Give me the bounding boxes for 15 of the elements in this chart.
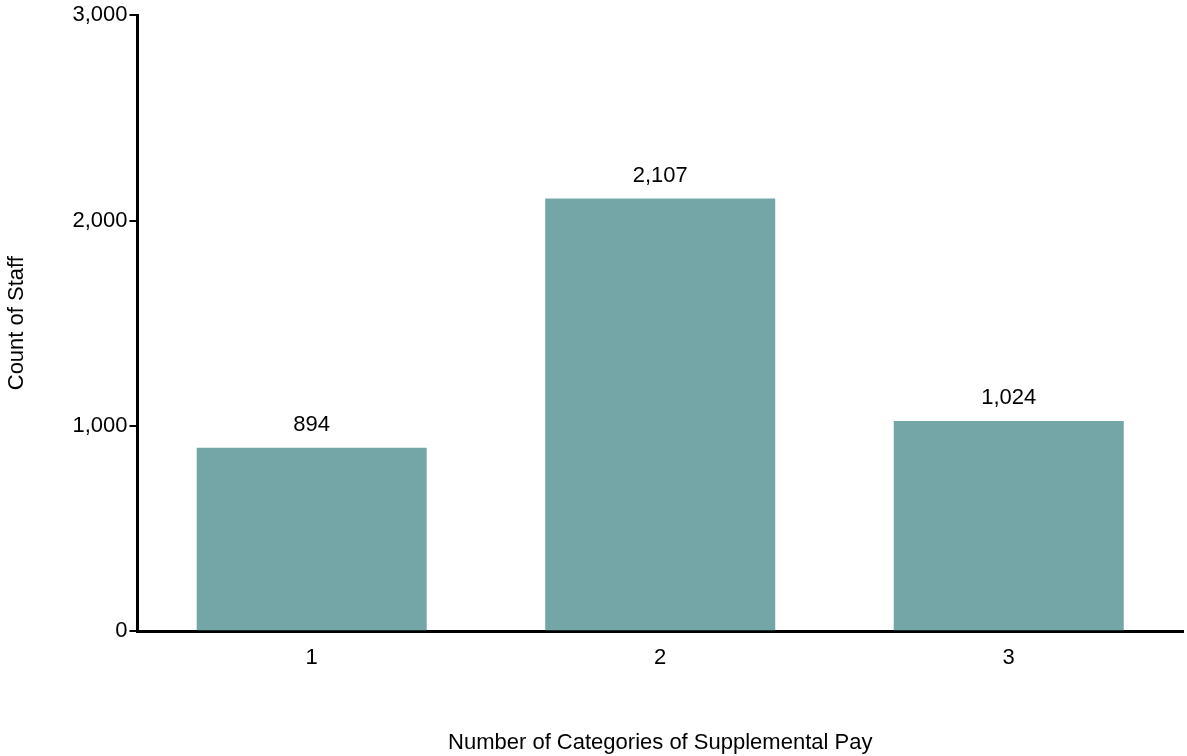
bar — [545, 198, 776, 631]
data-label: 1,024 — [981, 384, 1037, 409]
x-axis-title: Number of Categories of Supplemental Pay — [448, 728, 873, 754]
x-tick-label: 2 — [654, 644, 667, 670]
bar — [893, 420, 1124, 631]
y-tick-label: 0 — [115, 617, 128, 643]
data-label: 894 — [293, 410, 331, 436]
y-tick-label: 2,000 — [72, 206, 128, 232]
data-label: 2,107 — [632, 161, 688, 187]
y-tick-label: 3,000 — [72, 1, 128, 27]
y-tick-label: 1,000 — [72, 411, 128, 437]
y-axis-title: Count of Staff — [3, 255, 29, 391]
bar — [196, 447, 427, 631]
x-tick-label: 3 — [1002, 644, 1015, 670]
x-tick-label: 1 — [305, 644, 318, 670]
